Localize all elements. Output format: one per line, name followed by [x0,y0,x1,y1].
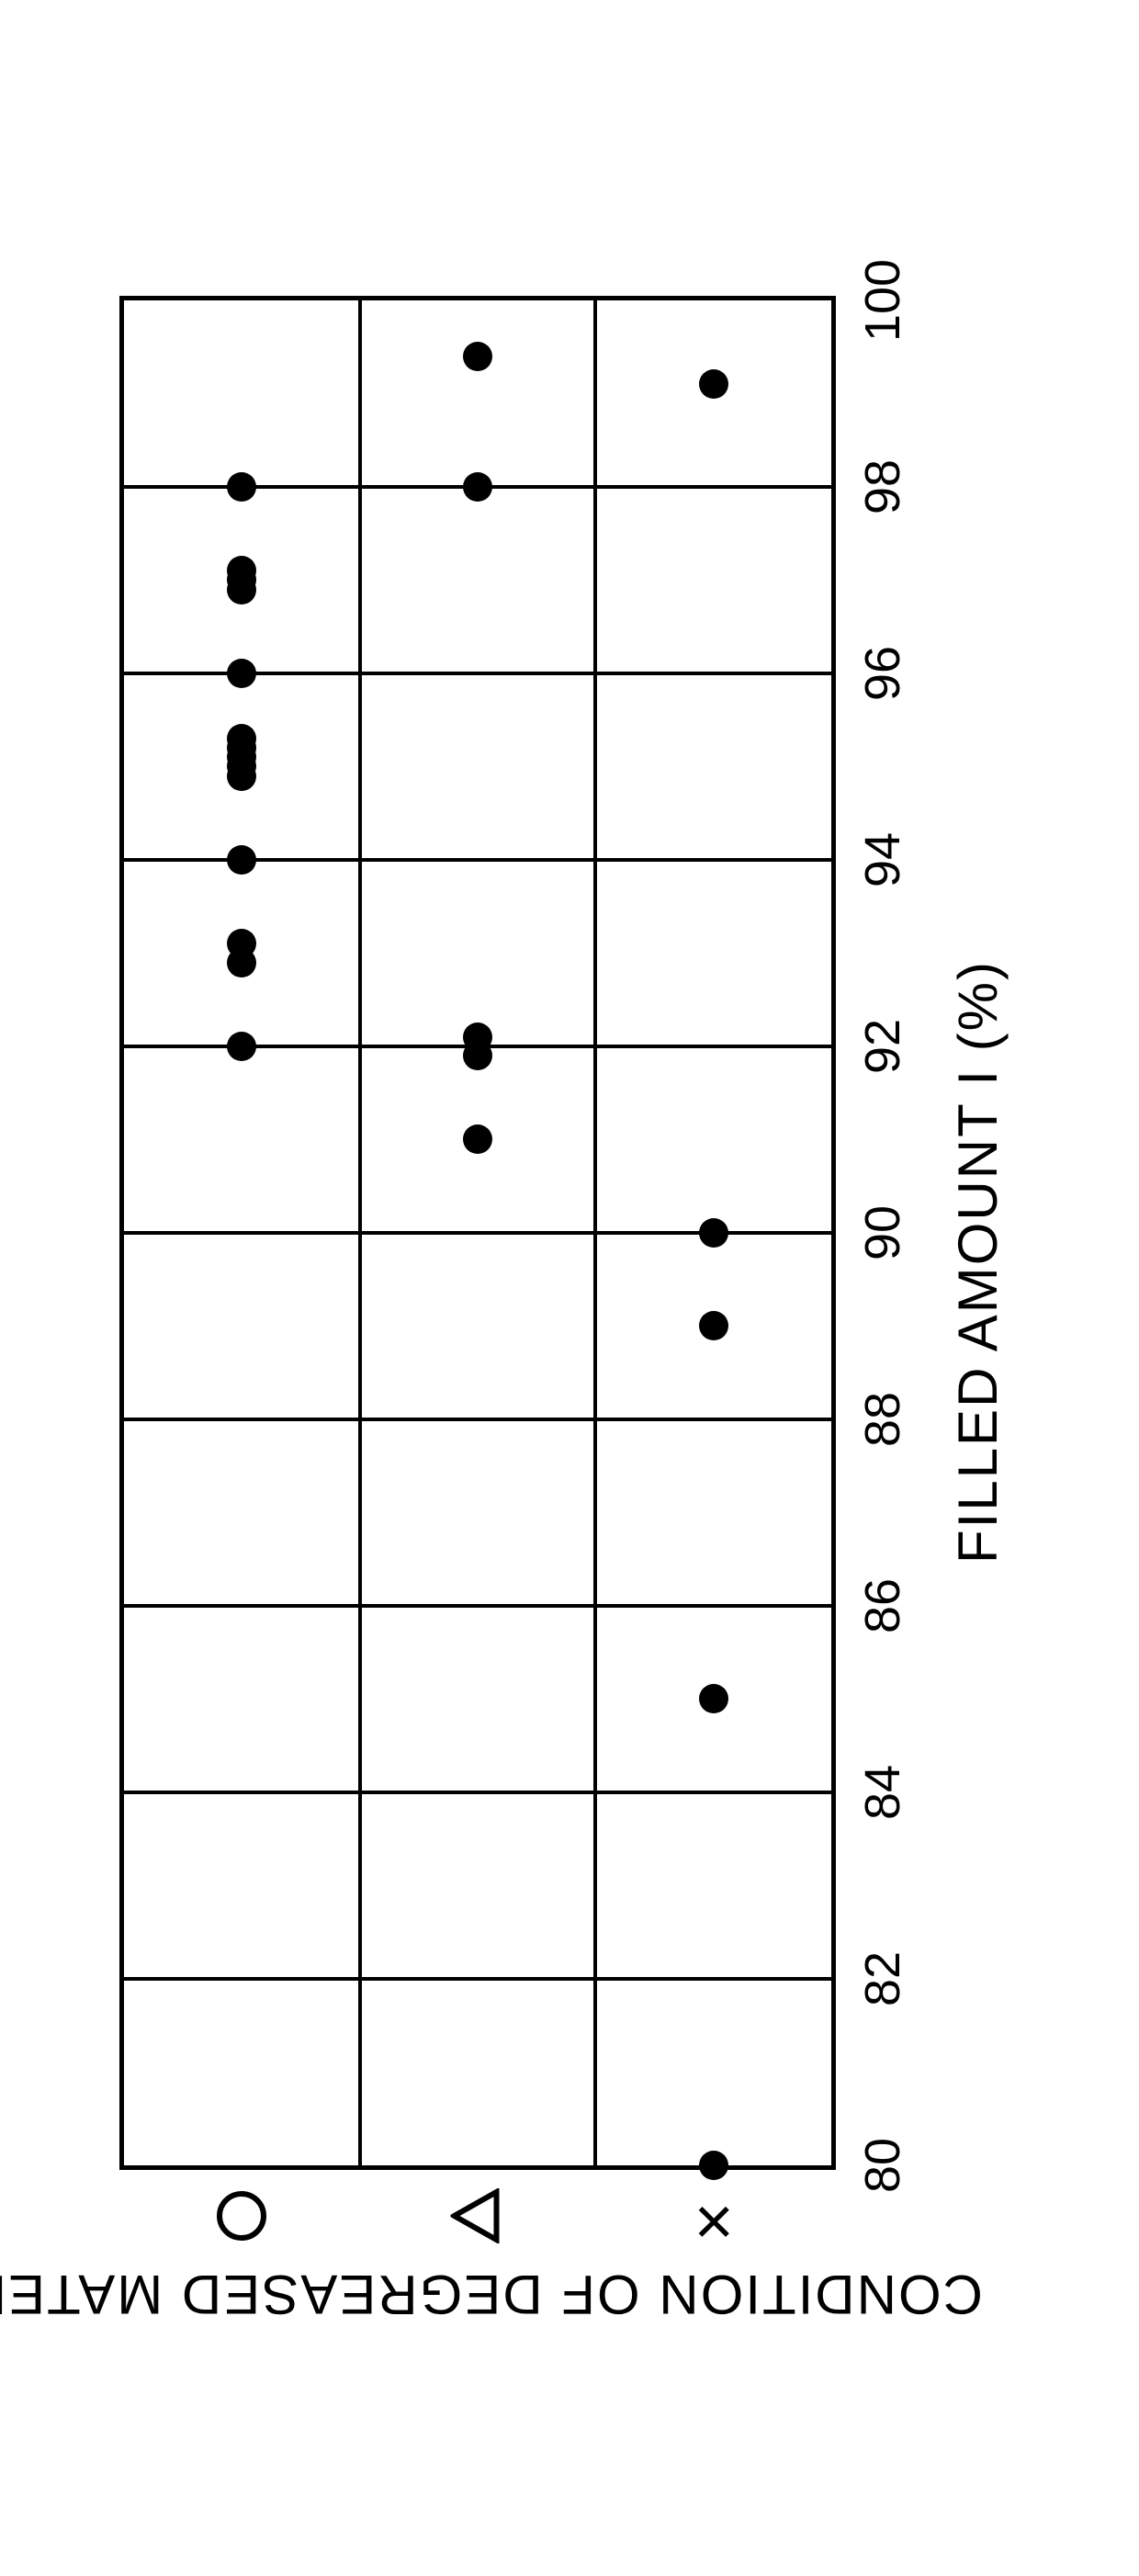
x-tick-label: 84 [854,1765,911,1820]
data-point [699,2151,728,2180]
x-tick-label: 90 [854,1205,911,1260]
chart-rotated-container: FILLED AMOUNT I (%) CONDITION OF DEGREAS… [64,186,1075,2390]
plot-area [119,296,836,2170]
data-point [699,369,728,399]
data-point [227,556,256,585]
y-category-cross-icon: × [680,2202,748,2242]
data-point [463,342,492,371]
x-tick-label: 98 [854,459,911,514]
data-point [227,724,256,753]
x-tick-label: 80 [854,2138,911,2193]
data-point [699,1218,728,1248]
gridline-vertical [124,1604,831,1608]
y-axis-label: CONDITION OF DEGREASED MATERIAL [0,2263,983,2326]
gridline-vertical [124,1791,831,1794]
data-point [463,472,492,502]
data-point [463,1125,492,1155]
x-tick-label: 96 [854,646,911,701]
gridline-vertical [124,1977,831,1981]
data-point [227,1032,256,1061]
x-axis-label: FILLED AMOUNT I (%) [946,960,1009,1564]
x-tick-label: 94 [854,832,911,887]
x-tick-label: 92 [854,1019,911,1074]
data-point [227,845,256,875]
x-tick-label: 100 [854,259,911,342]
data-point [227,929,256,958]
data-point [227,659,256,688]
gridline-horizontal [358,300,362,2165]
data-point [463,1022,492,1052]
x-tick-label: 88 [854,1392,911,1447]
y-category-triangle-icon [451,2188,505,2243]
x-tick-label: 82 [854,1951,911,2006]
data-point [699,1312,728,1341]
page: FILLED AMOUNT I (%) CONDITION OF DEGREAS… [0,0,1139,2576]
chart-inner: FILLED AMOUNT I (%) CONDITION OF DEGREAS… [64,186,1075,2390]
data-point [699,1685,728,1714]
gridline-horizontal [593,300,597,2165]
x-tick-label: 86 [854,1578,911,1633]
data-point [227,472,256,502]
gridline-vertical [124,1418,831,1421]
y-category-circle-icon [217,2191,266,2241]
